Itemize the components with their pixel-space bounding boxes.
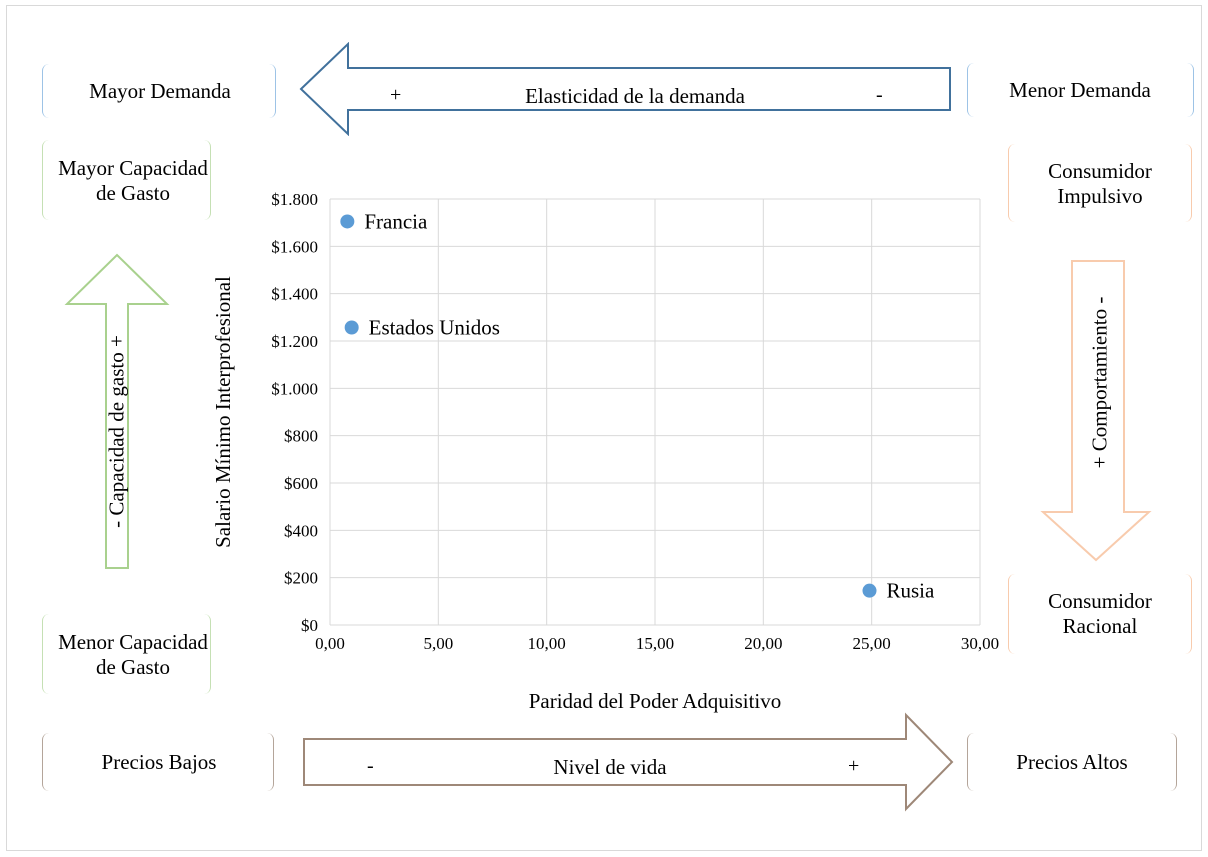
behaviour-arrow [1040,260,1152,562]
x-tick-label: 15,00 [636,634,674,653]
bracket-left-menor-demanda [967,63,981,117]
y-tick-label: $600 [284,474,318,493]
y-tick-label: $400 [284,521,318,540]
standard-of-living-arrow [303,712,954,812]
box-menor-demanda: Menor Demanda [1009,77,1151,102]
x-axis-title: Paridad del Poder Adquisitivo [529,689,782,713]
bracket-right-precios-altos [1163,733,1177,791]
y-axis-title: Salario Mínimo Interprofesional [211,276,235,548]
demand-elasticity-arrow [299,42,951,136]
bottom-arrow-minus: - [367,755,374,777]
box-menor-capacidad: Menor Capacidad de Gasto [58,630,208,679]
bracket-right-impulsivo [1178,144,1192,222]
bracket-left-menor-capacidad [42,614,56,694]
bottom-arrow-label: Nivel de vida [553,755,667,779]
bracket-right-mayor-demanda [262,64,276,118]
bracket-left-precios-altos [967,733,981,791]
left-arrow-label: - Capacidad de gasto + [104,335,129,528]
bracket-left-racional [1008,574,1022,654]
x-tick-label: 30,00 [961,634,999,653]
bracket-right-racional [1178,574,1192,654]
box-mayor-capacidad: Mayor Capacidad de Gasto [58,156,208,205]
box-precios-bajos: Precios Bajos [101,749,217,774]
box-consumidor-impulsivo: Consumidor Impulsivo [1048,159,1152,208]
y-tick-label: $1.600 [271,237,318,256]
top-arrow-minus: - [876,84,883,106]
x-tick-label: 10,00 [528,634,566,653]
bracket-right-precios-bajos [260,733,274,791]
figure-frame [6,5,1202,851]
y-tick-label: $800 [284,427,318,446]
data-point-label: Estados Unidos [369,316,500,340]
x-tick-label: 25,00 [853,634,891,653]
y-tick-label: $200 [284,569,318,588]
bracket-right-menor-capacidad [197,614,211,694]
box-consumidor-racional: Consumidor Racional [1048,589,1152,638]
y-tick-label: $1.800 [271,190,318,209]
bracket-left-mayor-demanda [42,64,56,118]
y-tick-label: $0 [301,616,318,635]
data-point-label: Rusia [887,579,936,603]
data-point-label: Francia [364,209,428,233]
data-point [340,214,355,229]
data-point [344,320,359,335]
bracket-left-impulsivo [1008,144,1022,222]
spending-capacity-arrow [64,253,170,569]
scatter-chart: $0 $200 $400 $600 $800 $1.000 $1.200 $1.400 $1.6… [211,190,999,713]
bottom-arrow-plus: + [848,755,860,777]
x-tick-label: 20,00 [744,634,782,653]
bracket-right-menor-demanda [1180,63,1194,117]
box-precios-altos: Precios Altos [1016,749,1128,774]
x-tick-label: 0,00 [315,634,345,653]
top-arrow-plus: + [390,84,402,106]
data-point [862,583,877,598]
bracket-left-mayor-capacidad [42,140,56,220]
y-tick-label: $1.400 [271,285,318,304]
bracket-left-precios-bajos [42,733,56,791]
bracket-right-mayor-capacidad [197,140,211,220]
y-tick-label: $1.200 [271,332,318,351]
right-arrow-label: + Comportamiento - [1087,296,1112,469]
box-mayor-demanda: Mayor Demanda [89,78,231,103]
top-arrow-label: Elasticidad de la demanda [525,84,745,108]
y-tick-label: $1.000 [271,379,318,398]
x-tick-label: 5,00 [423,634,453,653]
